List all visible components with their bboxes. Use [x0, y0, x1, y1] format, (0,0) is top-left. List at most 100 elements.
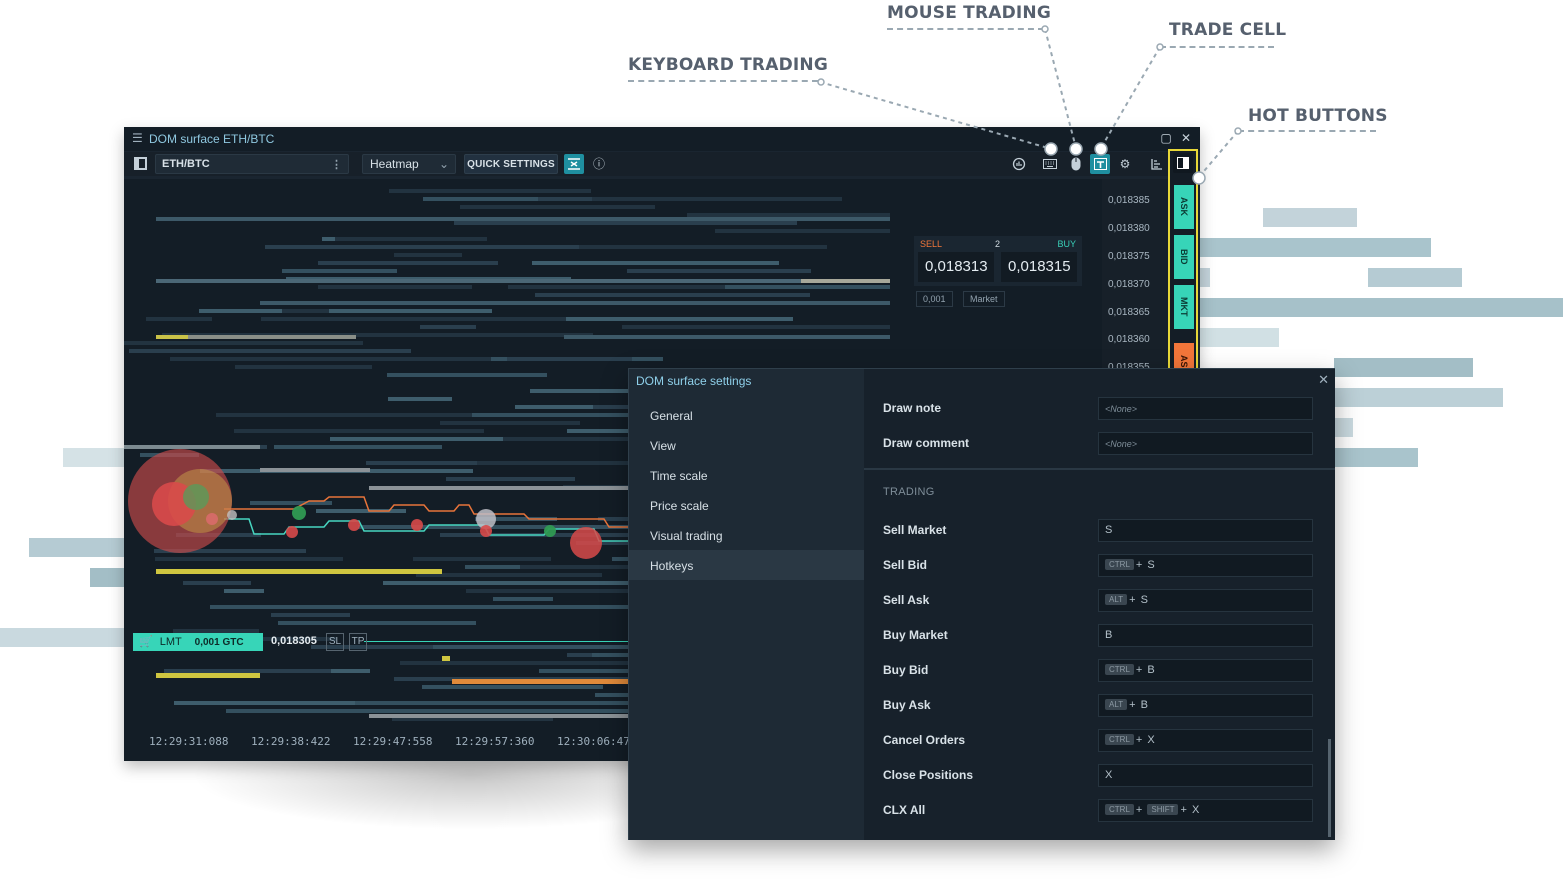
heatmap-level [173, 629, 259, 633]
limit-order-tag[interactable]: 🛒 LMT 0,001 GTC [133, 633, 263, 651]
decorative-stripe [1198, 238, 1431, 257]
modifier-key: CTRL [1105, 804, 1134, 815]
draw-comment-field[interactable]: <None> [1098, 432, 1313, 455]
heatmap-level [155, 557, 343, 561]
heatmap-level [235, 365, 372, 369]
heatmap-level [475, 517, 557, 521]
mouse-icon[interactable] [1066, 154, 1086, 174]
time-axis-label: 12:29:57:360 [455, 735, 535, 748]
hamburger-menu-icon[interactable]: ☰ [132, 131, 143, 145]
maximize-icon[interactable]: ▢ [1160, 131, 1172, 145]
decorative-stripe [1334, 418, 1353, 437]
nav-price-scale[interactable]: Price scale [650, 499, 709, 513]
modifier-key: CTRL [1105, 559, 1134, 570]
hotkey-label: Sell Bid [883, 558, 928, 572]
hotkey-field[interactable]: X [1098, 764, 1313, 787]
price-label: 0,018360 [1108, 334, 1150, 345]
stop-loss-button[interactable]: SL [326, 633, 344, 651]
hotkey-field[interactable]: S [1098, 519, 1313, 542]
trade-cell-sell-label: SELL [920, 239, 943, 249]
decorative-stripe [1334, 448, 1418, 467]
heatmap-level [216, 413, 472, 417]
decorative-stripe [0, 628, 124, 647]
heatmap-level [274, 445, 442, 449]
heatmap-level [387, 373, 547, 377]
nav-view[interactable]: View [650, 439, 676, 453]
draw-note-field[interactable]: <None> [1098, 397, 1313, 420]
quantity-field[interactable]: 0,001 [916, 291, 953, 307]
trade-bubble [183, 484, 209, 510]
callout-keyboard-trading: KEYBOARD TRADING [628, 55, 828, 75]
heatmap-level [260, 301, 890, 305]
close-icon[interactable]: ✕ [1318, 372, 1329, 387]
heatmap-level [318, 261, 498, 265]
mode-value: Heatmap [370, 157, 419, 171]
callout-mouse-trading: MOUSE TRADING [887, 3, 1052, 23]
hotkey-field[interactable]: CTRL + B [1098, 659, 1313, 682]
info-icon[interactable]: ⓘ [592, 157, 605, 171]
hotkey-field[interactable]: B [1098, 624, 1313, 647]
heatmap-level [210, 605, 468, 609]
toggle-left-panel-icon[interactable] [134, 157, 147, 170]
nav-general[interactable]: General [650, 409, 693, 423]
mode-select[interactable]: Heatmap ⌄ [362, 154, 456, 174]
hotkey-field[interactable]: CTRL + X [1098, 729, 1313, 752]
quick-settings-button[interactable]: QUICK SETTINGS [464, 154, 558, 174]
hotkey-label: Buy Bid [883, 663, 929, 677]
callout-hot-buttons: HOT BUTTONS [1248, 106, 1388, 126]
hotkey-label: CLX All [883, 803, 926, 817]
order-type-field[interactable]: Market [963, 291, 1005, 307]
heatmap-level [697, 221, 797, 225]
trade-bubble [227, 510, 237, 520]
symbol-field[interactable]: ETH/BTC ⋮ [155, 154, 349, 174]
plus-sign: + [1129, 699, 1139, 711]
hotkey-field[interactable]: CTRL + S [1098, 554, 1313, 577]
heatmap-level [355, 701, 684, 705]
hotkey-label: Sell Market [883, 523, 947, 537]
plus-sign: + [1135, 559, 1146, 571]
nav-time-scale[interactable]: Time scale [650, 469, 708, 483]
nav-hotkeys[interactable]: Hotkeys [629, 550, 864, 580]
heatmap-level [392, 717, 553, 721]
heatmap-level [687, 213, 890, 217]
buy-price-button[interactable]: 0,018315 [1001, 252, 1077, 282]
hotkey-field[interactable]: CTRL + SHIFT + X [1098, 799, 1313, 822]
callout-trade-cell: TRADE CELL [1169, 20, 1287, 40]
sell-price-button[interactable]: 0,018313 [918, 252, 994, 282]
heatmap-level [282, 309, 329, 313]
collapse-levels-icon[interactable] [564, 154, 584, 174]
trade-cell-icon[interactable] [1090, 154, 1110, 174]
heatmap-level [433, 645, 758, 649]
price-label: 0,018375 [1108, 251, 1150, 262]
heatmap-level [369, 714, 659, 718]
trade-bubble [411, 519, 423, 531]
price-label: 0,018355 [1108, 362, 1150, 373]
gear-icon[interactable]: ⚙ [1119, 157, 1131, 171]
hot-button-mkt[interactable]: MKT [1174, 285, 1194, 329]
scrollbar[interactable] [1328, 739, 1331, 837]
heatmap-level [191, 637, 336, 641]
heatmap-level [478, 709, 628, 713]
chart-search-icon[interactable] [1009, 154, 1029, 174]
hotkey-field[interactable]: ALT + S [1098, 589, 1313, 612]
decorative-stripe [29, 538, 124, 557]
hotkey-label: Cancel Orders [883, 733, 966, 747]
hot-button-bid[interactable]: BID [1174, 235, 1194, 279]
dialog-title: DOM surface settings [636, 374, 752, 388]
hotkey-field[interactable]: ALT + B [1098, 694, 1313, 717]
nav-visual-trading[interactable]: Visual trading [650, 529, 723, 543]
heatmap-level [326, 357, 663, 361]
dom-panel-icon[interactable] [1147, 154, 1167, 174]
hot-panel-toggle-icon[interactable] [1173, 153, 1193, 173]
heatmap-level [535, 293, 810, 297]
hot-button-ask[interactable]: ASK [1174, 185, 1194, 229]
settings-content: ✕ Draw note <None> Draw comment <None> T… [864, 369, 1335, 840]
heatmap-level [465, 565, 573, 569]
heatmap-level [404, 413, 760, 417]
keyboard-icon[interactable] [1040, 154, 1060, 174]
heatmap-level [508, 285, 725, 289]
close-icon[interactable]: ✕ [1180, 131, 1192, 145]
symbol-menu-icon[interactable]: ⋮ [331, 159, 342, 171]
take-profit-button[interactable]: TP [349, 633, 367, 651]
decorative-stripe [1263, 208, 1357, 227]
